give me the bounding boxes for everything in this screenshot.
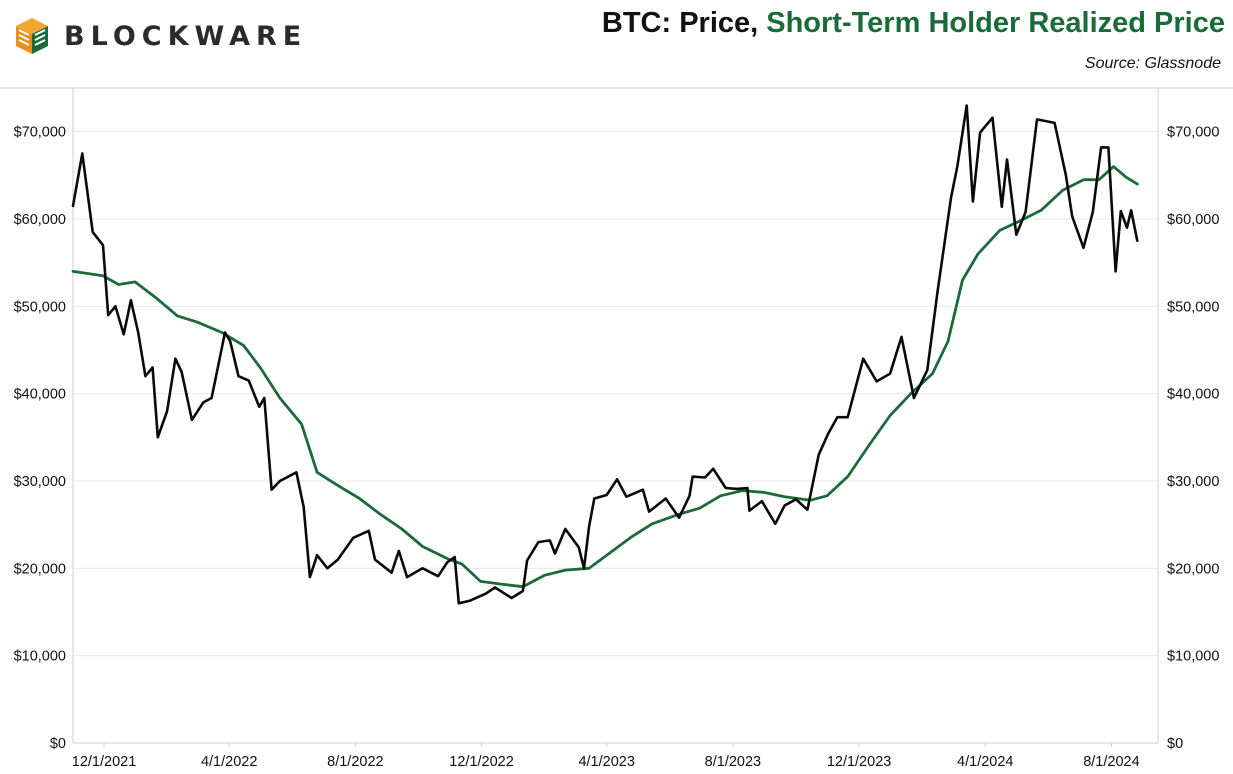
x-tick-label: 8/1/2023 <box>705 754 761 770</box>
y-tick-label-right: $70,000 <box>1167 125 1219 141</box>
brand-name: BLOCKWARE <box>64 20 308 52</box>
left-y-axis: $0 $10,000 $20,000 $30,000 $40,000 $50,000 $60… <box>14 125 66 752</box>
x-tick-label: 12/1/2022 <box>449 754 514 770</box>
chart-title-prefix: BTC: Price, <box>601 7 767 39</box>
y-tick-label-right: $10,000 <box>1167 649 1219 665</box>
x-axis: 12/1/2021 4/1/2022 8/1/2022 12/1/2022 4/1/20… <box>72 743 1140 770</box>
chart-axes <box>0 87 1233 744</box>
right-y-axis: $0 $10,000 $20,000 $30,000 $40,000 $50,000 $60… <box>1167 125 1219 752</box>
chart-title-series: Short-Term Holder Realized Price <box>766 7 1225 39</box>
chart-series <box>71 104 1139 605</box>
grid-lines <box>73 131 1158 744</box>
y-tick-label-right: $50,000 <box>1167 299 1219 315</box>
y-tick-label-left: $40,000 <box>14 387 66 403</box>
sth-realized-price-series-line <box>71 165 1139 589</box>
y-tick-label-left: $30,000 <box>14 474 66 490</box>
y-tick-label-left: $70,000 <box>14 125 66 141</box>
y-tick-label-left: $10,000 <box>14 649 66 665</box>
y-tick-label-left: $0 <box>50 736 66 752</box>
price-series-line <box>71 104 1139 605</box>
logo-face-right <box>32 26 48 54</box>
chart-title: BTC: Price, Short-Term Holder Realized P… <box>602 7 1225 40</box>
x-tick-label: 8/1/2024 <box>1083 754 1139 770</box>
x-tick-label: 4/1/2022 <box>201 754 257 770</box>
y-tick-label-right: $40,000 <box>1167 387 1219 403</box>
y-tick-label-right: $30,000 <box>1167 474 1219 490</box>
x-tick-label: 4/1/2024 <box>957 754 1013 770</box>
x-tick-label: 8/1/2022 <box>327 754 383 770</box>
x-tick-label: 12/1/2021 <box>72 754 137 770</box>
x-tick-label: 12/1/2023 <box>827 754 892 770</box>
y-tick-label-left: $50,000 <box>14 299 66 315</box>
y-tick-label-right: $0 <box>1167 736 1183 752</box>
x-tick-label: 4/1/2023 <box>578 754 634 770</box>
y-tick-label-right: $20,000 <box>1167 561 1219 577</box>
chart-source: Source: Glassnode <box>1084 55 1221 72</box>
brand-logo: BLOCKWARE <box>14 14 307 58</box>
y-tick-label-left: $60,000 <box>14 212 66 228</box>
logo-face-left <box>16 26 32 54</box>
blockware-logo-icon <box>16 18 48 54</box>
y-tick-label-right: $60,000 <box>1167 212 1219 228</box>
y-tick-label-left: $20,000 <box>14 561 66 577</box>
logo-stripes <box>18 29 46 46</box>
